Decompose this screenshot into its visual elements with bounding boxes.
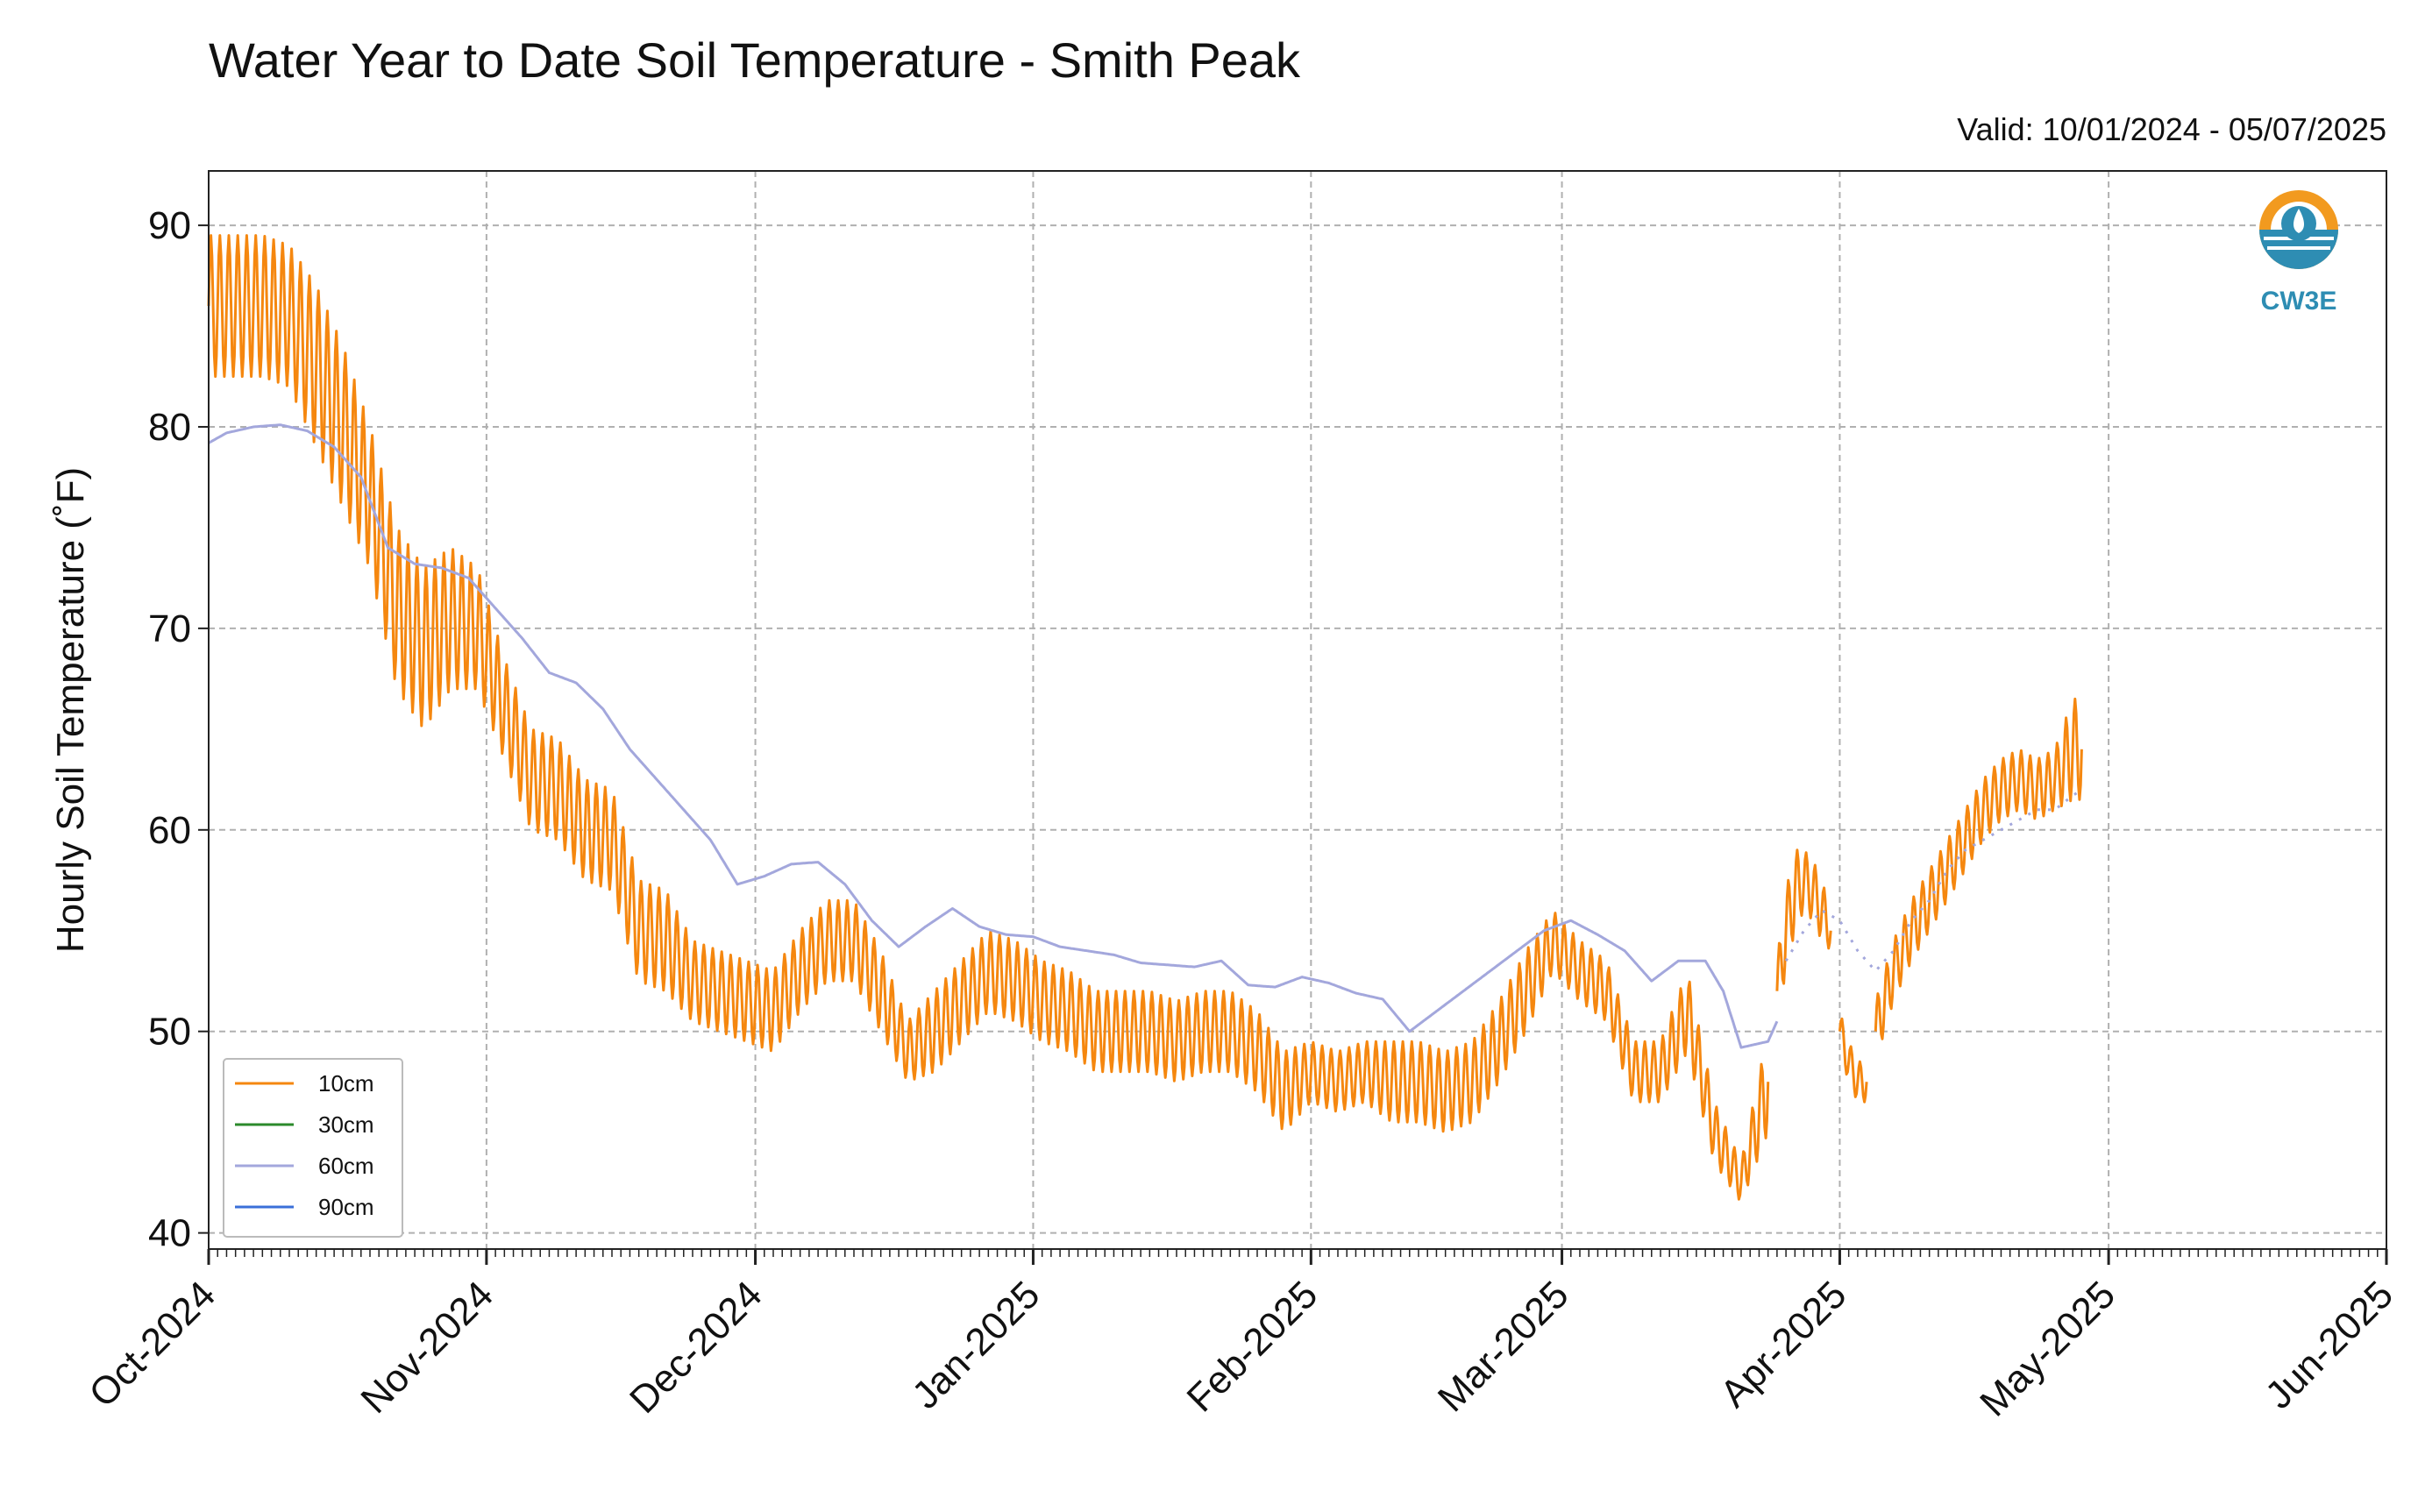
x-tick-label: Oct-2024 xyxy=(81,1273,224,1416)
x-tick-label: Dec-2024 xyxy=(622,1273,771,1422)
series-line-10cm xyxy=(207,234,1770,1201)
y-axis-label: Hourly Soil Temperature (˚F) xyxy=(49,467,92,953)
legend-label-30cm: 30cm xyxy=(318,1111,374,1138)
series-line-10cm xyxy=(1838,1017,1868,1104)
legend-label-90cm: 90cm xyxy=(318,1194,374,1220)
legend-label-60cm: 60cm xyxy=(318,1153,374,1179)
series-line-60cm xyxy=(1784,788,2083,973)
x-tick-label: Feb-2025 xyxy=(1179,1273,1326,1420)
x-tick-label: Mar-2025 xyxy=(1430,1273,1577,1420)
valid-date-range: Valid: 10/01/2024 - 05/07/2025 xyxy=(1957,111,2386,147)
cw3e-logo: CW3E xyxy=(2259,190,2338,316)
x-tick-label: Apr-2025 xyxy=(1712,1273,1855,1416)
y-tick-label: 50 xyxy=(148,1011,191,1054)
legend: 10cm 30cm 60cm 90cm xyxy=(223,1058,403,1238)
logo-text: CW3E xyxy=(2261,287,2337,316)
y-tick-label: 40 xyxy=(148,1212,191,1255)
series-line-10cm xyxy=(1874,697,2083,1040)
y-tick-label: 80 xyxy=(148,406,191,449)
y-tick-label: 70 xyxy=(148,607,191,650)
y-tick-label: 90 xyxy=(148,204,191,247)
plot-frame xyxy=(208,170,2387,1250)
chart-title: Water Year to Date Soil Temperature - Sm… xyxy=(209,32,1301,88)
legend-box xyxy=(223,1058,403,1238)
x-tick-label: Nov-2024 xyxy=(352,1273,501,1422)
series-line-60cm xyxy=(208,423,1779,1049)
y-axis: 40 50 60 70 80 90 xyxy=(148,204,209,1255)
y-tick-label: 60 xyxy=(148,809,191,852)
x-axis: Oct-2024 Nov-2024 Dec-2024 Jan-2025 Feb-2025… xyxy=(81,1249,2401,1424)
data-series xyxy=(207,234,2083,1201)
x-tick-label: May-2025 xyxy=(1972,1273,2123,1424)
x-tick-label: Jan-2025 xyxy=(904,1273,1048,1416)
series-line-10cm xyxy=(1775,848,1832,991)
x-tick-label: Jun-2025 xyxy=(2258,1273,2401,1416)
legend-label-10cm: 10cm xyxy=(318,1070,374,1097)
